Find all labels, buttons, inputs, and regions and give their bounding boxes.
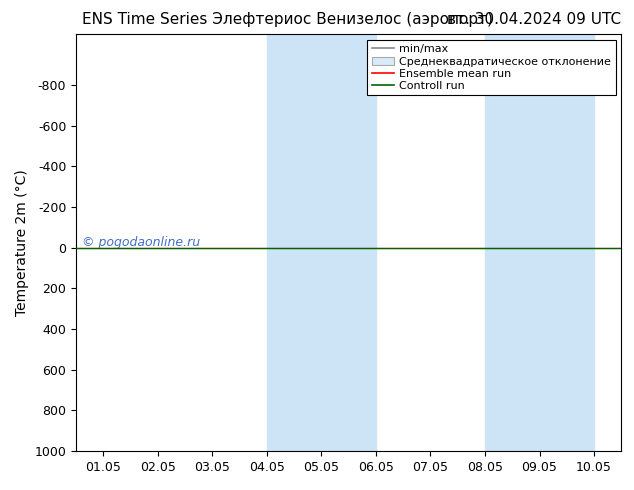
Text: © pogodaonline.ru: © pogodaonline.ru	[82, 236, 200, 249]
Text: ENS Time Series Элефтериос Венизелос (аэропорт): ENS Time Series Элефтериос Венизелос (аэ…	[82, 12, 493, 27]
Bar	[485, 34, 594, 451]
Text: вт. 30.04.2024 09 UTC: вт. 30.04.2024 09 UTC	[447, 12, 621, 27]
Y-axis label: Temperature 2m (°C): Temperature 2m (°C)	[15, 169, 29, 316]
Legend: min/max, Среднеквадратическое отклонение, Ensemble mean run, Controll run: min/max, Среднеквадратическое отклонение…	[367, 40, 616, 96]
Bar	[267, 34, 376, 451]
